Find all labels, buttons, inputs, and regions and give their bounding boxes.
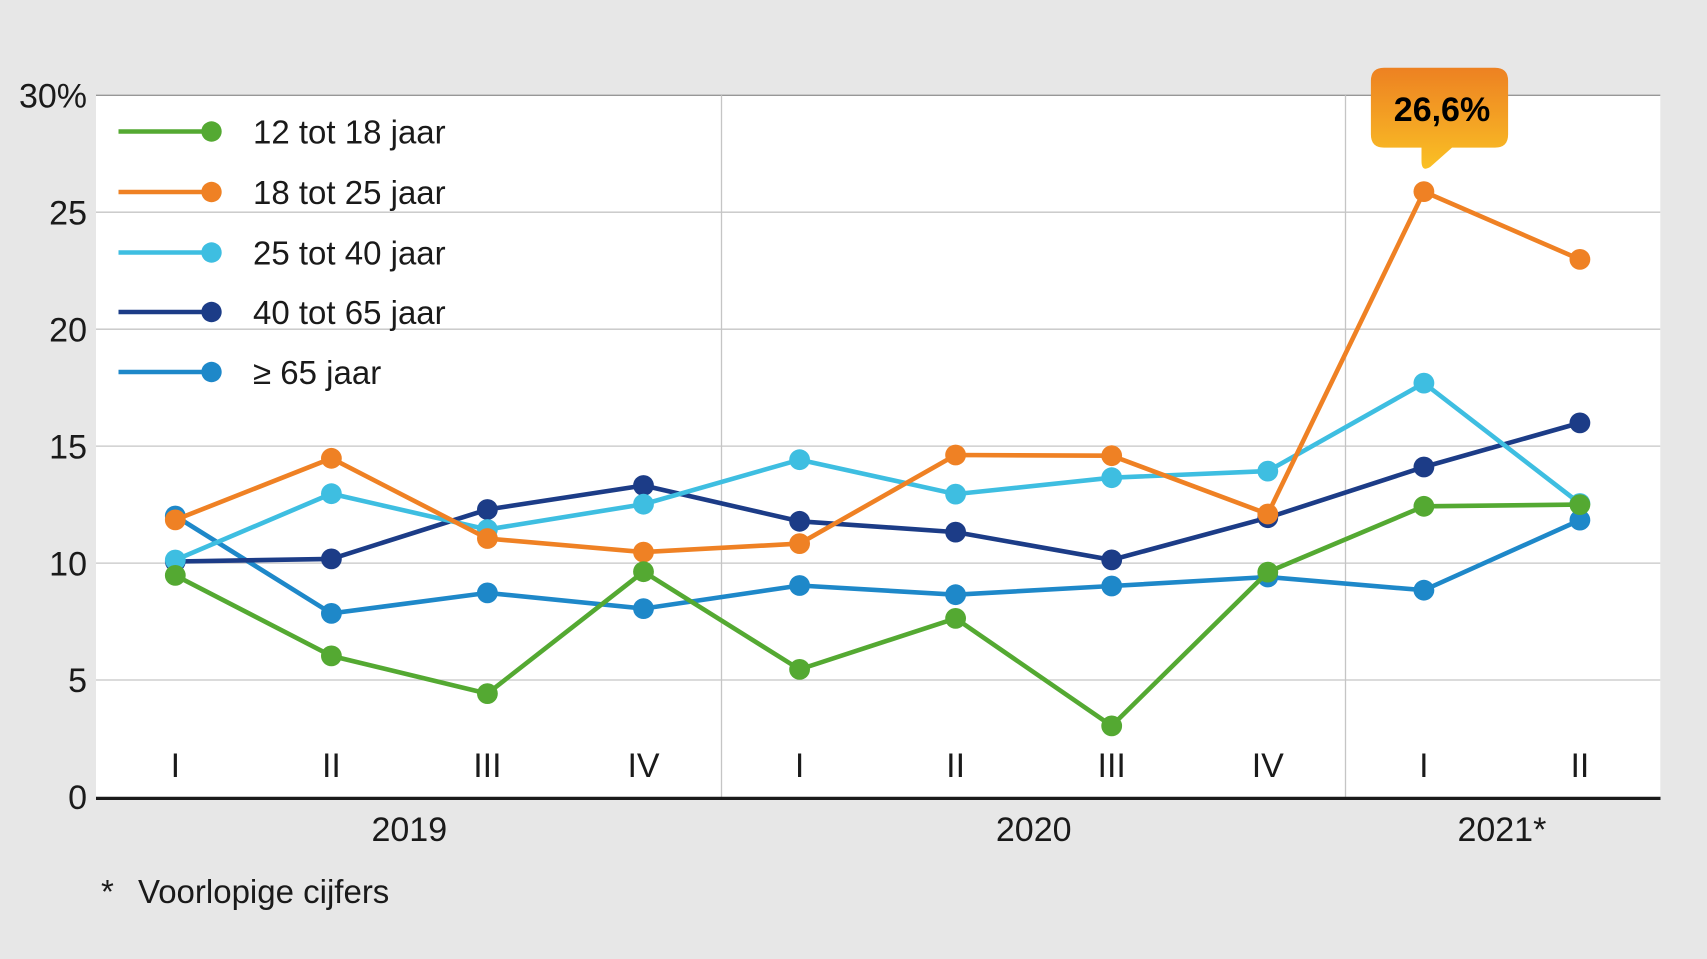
svg-text:26,6%: 26,6% [1394, 91, 1490, 129]
svg-text:II: II [322, 747, 341, 785]
svg-text:III: III [1098, 747, 1126, 785]
svg-text:I: I [1419, 747, 1428, 785]
svg-text:III: III [473, 747, 501, 785]
svg-text:12 tot 18 jaar: 12 tot 18 jaar [253, 113, 446, 150]
svg-text:25 tot 40 jaar: 25 tot 40 jaar [253, 234, 446, 271]
svg-text:10: 10 [49, 545, 87, 583]
svg-text:I: I [171, 747, 180, 785]
svg-text:2021*: 2021* [1457, 811, 1546, 849]
svg-text:2020: 2020 [996, 811, 1072, 849]
svg-text:0: 0 [68, 779, 87, 817]
svg-text:≥ 65 jaar: ≥ 65 jaar [253, 354, 381, 391]
svg-text:30%: 30% [19, 78, 87, 116]
svg-text:II: II [1570, 747, 1589, 785]
svg-text:40 tot 65 jaar: 40 tot 65 jaar [253, 294, 446, 331]
svg-text:2019: 2019 [371, 811, 447, 849]
svg-text:*: * [101, 873, 114, 910]
svg-text:5: 5 [68, 662, 87, 700]
svg-text:IV: IV [627, 747, 659, 785]
svg-text:I: I [795, 747, 804, 785]
svg-text:25: 25 [49, 194, 87, 232]
svg-text:15: 15 [49, 428, 87, 466]
svg-text:20: 20 [49, 311, 87, 349]
svg-text:II: II [946, 747, 965, 785]
svg-text:IV: IV [1252, 747, 1284, 785]
svg-text:Voorlopige cijfers: Voorlopige cijfers [138, 873, 389, 910]
svg-text:18 tot 25 jaar: 18 tot 25 jaar [253, 174, 446, 211]
